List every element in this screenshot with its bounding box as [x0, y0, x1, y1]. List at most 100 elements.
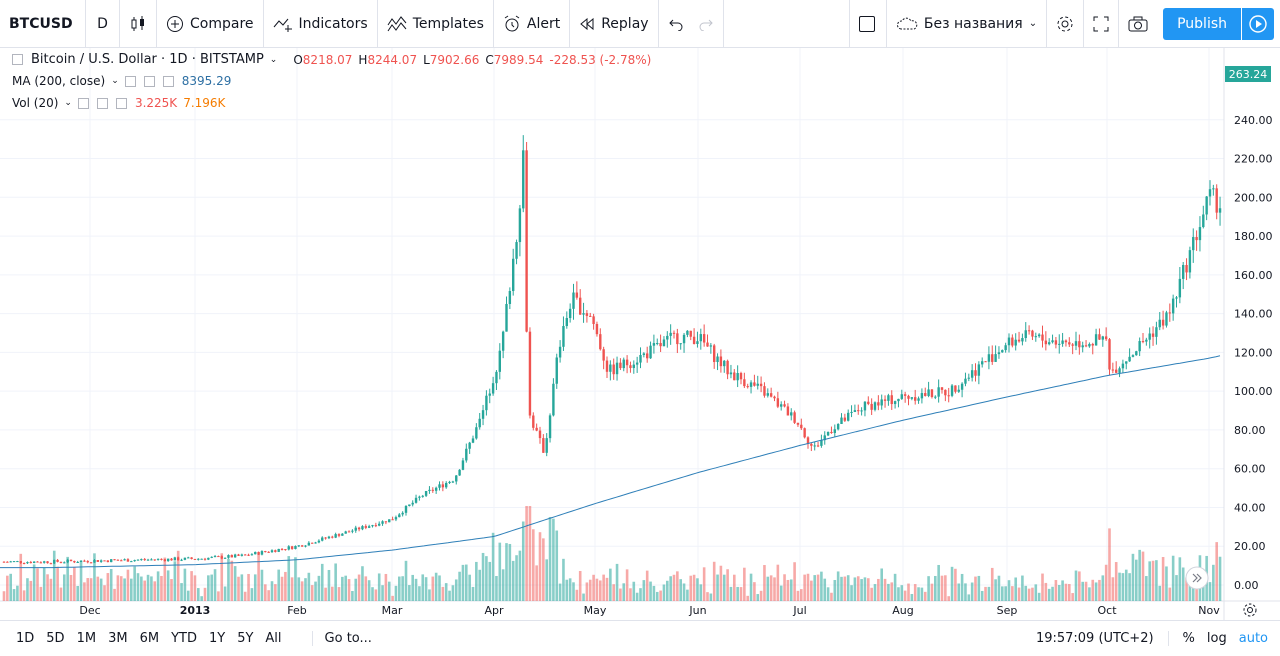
gear-icon[interactable] — [1243, 603, 1257, 617]
volume-bar — [86, 578, 90, 601]
volume-bar — [1044, 582, 1048, 601]
compare-button[interactable]: Compare — [157, 0, 264, 48]
time-axis-label: Jun — [688, 604, 706, 617]
candle-body — [357, 527, 361, 530]
legend-symbol-title[interactable]: Bitcoin / U.S. Dollar · 1D · BITSTAMP — [31, 52, 264, 67]
indicators-button[interactable]: Indicators — [264, 0, 378, 48]
candle-body — [981, 361, 984, 365]
range-5y[interactable]: 5Y — [237, 631, 254, 646]
undo-icon[interactable] — [668, 17, 684, 31]
volume-bar — [1037, 592, 1041, 601]
vol-label[interactable]: Vol (20) — [12, 96, 59, 110]
candle-body — [106, 560, 110, 563]
candle-body — [264, 551, 267, 553]
publish-button[interactable]: Publish — [1163, 7, 1241, 40]
collapse-icon[interactable] — [12, 54, 23, 65]
volume-bar — [542, 538, 545, 601]
candle-body — [250, 554, 254, 556]
range-1d[interactable]: 1D — [16, 631, 35, 646]
range-3m[interactable]: 3M — [108, 631, 128, 646]
chart-type-button[interactable] — [120, 0, 157, 48]
candle-body — [1041, 334, 1044, 341]
candle-body — [197, 558, 200, 560]
gear-icon[interactable] — [143, 75, 155, 87]
candle-body — [850, 411, 853, 413]
chevron-down-icon[interactable]: ⌄ — [111, 76, 119, 86]
volume-bar — [1041, 573, 1044, 601]
fullscreen-layout-toggle[interactable] — [848, 0, 887, 48]
layout-name: Без названия — [923, 15, 1023, 32]
chart-canvas[interactable]: 0.00 20.00 40.00 60.00 80.00 100.00 120.00 140.… — [0, 48, 1280, 620]
volume-bar — [69, 574, 73, 601]
volume-bar — [595, 578, 599, 601]
clock-timezone[interactable]: 19:57:09 (UTC+2) — [1030, 631, 1169, 646]
volume-bar — [280, 576, 284, 601]
range-ytd[interactable]: YTD — [171, 631, 197, 646]
candle-body — [890, 395, 893, 405]
layout-menu[interactable]: Без названия ⌄ — [887, 0, 1048, 48]
auto-toggle[interactable]: auto — [1238, 631, 1268, 646]
candle-body — [1007, 337, 1011, 346]
volume-bar — [602, 574, 605, 601]
candle-body — [863, 401, 867, 411]
ma-label[interactable]: MA (200, close) — [12, 74, 106, 88]
percent-toggle[interactable]: % — [1182, 631, 1195, 646]
volume-bar — [42, 567, 46, 601]
volume-bar — [736, 586, 739, 601]
redo-icon[interactable] — [698, 17, 714, 31]
volume-bar — [1161, 557, 1165, 601]
time-axis-label: May — [584, 604, 607, 617]
volume-bar — [32, 564, 36, 601]
settings-button[interactable] — [1047, 0, 1085, 48]
range-5d[interactable]: 5D — [46, 631, 65, 646]
last-price-tag: 263.24 — [1225, 66, 1271, 82]
range-1m[interactable]: 1M — [76, 631, 97, 646]
candle-body — [716, 356, 719, 363]
interval-button[interactable]: D — [86, 0, 120, 48]
candle-body — [237, 554, 240, 556]
volume-bar — [743, 567, 746, 601]
volume-bar — [779, 585, 783, 601]
candle-body — [337, 534, 341, 536]
checkbox-icon — [858, 15, 875, 32]
range-1y[interactable]: 1Y — [208, 631, 226, 646]
eye-icon[interactable] — [77, 97, 89, 109]
symbol-search[interactable]: BTCUSD — [0, 0, 86, 48]
candle-body — [1188, 250, 1192, 273]
goto-button[interactable]: Go to... — [311, 631, 372, 646]
candle-body — [1061, 340, 1064, 344]
volume-bar — [49, 578, 53, 601]
log-toggle[interactable]: log — [1206, 631, 1227, 646]
publish-play-button[interactable] — [1242, 7, 1274, 40]
change-value: -228.53 (-2.78%) — [549, 52, 652, 67]
snapshot-button[interactable] — [1119, 0, 1157, 48]
candle-body — [532, 415, 535, 428]
volume-bar — [488, 561, 492, 601]
eye-icon[interactable] — [124, 75, 136, 87]
templates-button[interactable]: Templates — [378, 0, 494, 48]
range-6m[interactable]: 6M — [139, 631, 160, 646]
close-icon[interactable] — [115, 97, 127, 109]
candle-body — [582, 313, 585, 315]
replay-button[interactable]: Replay — [570, 0, 659, 48]
candle-body — [12, 561, 16, 563]
volume-bar — [1074, 570, 1078, 601]
chevron-down-icon[interactable]: ⌄ — [269, 54, 278, 65]
candle-body — [816, 445, 820, 447]
close-icon[interactable] — [162, 75, 174, 87]
candle-body — [552, 383, 555, 416]
alert-button[interactable]: Alert — [494, 0, 571, 48]
range-all[interactable]: All — [265, 631, 282, 646]
candle-body — [451, 481, 455, 483]
chevron-down-icon[interactable]: ⌄ — [64, 98, 72, 108]
candle-body — [230, 555, 233, 558]
volume-bar — [371, 587, 374, 601]
volume-bar — [237, 576, 240, 601]
candle-body — [404, 506, 408, 513]
volume-bar — [381, 585, 384, 601]
volume-bar — [1088, 587, 1091, 601]
fullscreen-button[interactable] — [1084, 0, 1120, 48]
candle-body — [1111, 369, 1115, 371]
gear-icon[interactable] — [96, 97, 108, 109]
volume-bar — [16, 585, 19, 601]
